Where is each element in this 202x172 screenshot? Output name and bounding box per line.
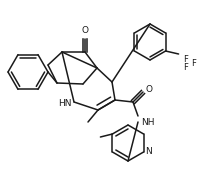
Text: HN: HN xyxy=(59,99,72,108)
Text: N: N xyxy=(146,148,152,157)
Text: O: O xyxy=(145,84,152,94)
Text: NH: NH xyxy=(141,118,155,127)
Text: F: F xyxy=(191,58,196,67)
Text: F: F xyxy=(183,62,188,72)
Text: F: F xyxy=(183,55,188,63)
Text: O: O xyxy=(81,26,88,35)
